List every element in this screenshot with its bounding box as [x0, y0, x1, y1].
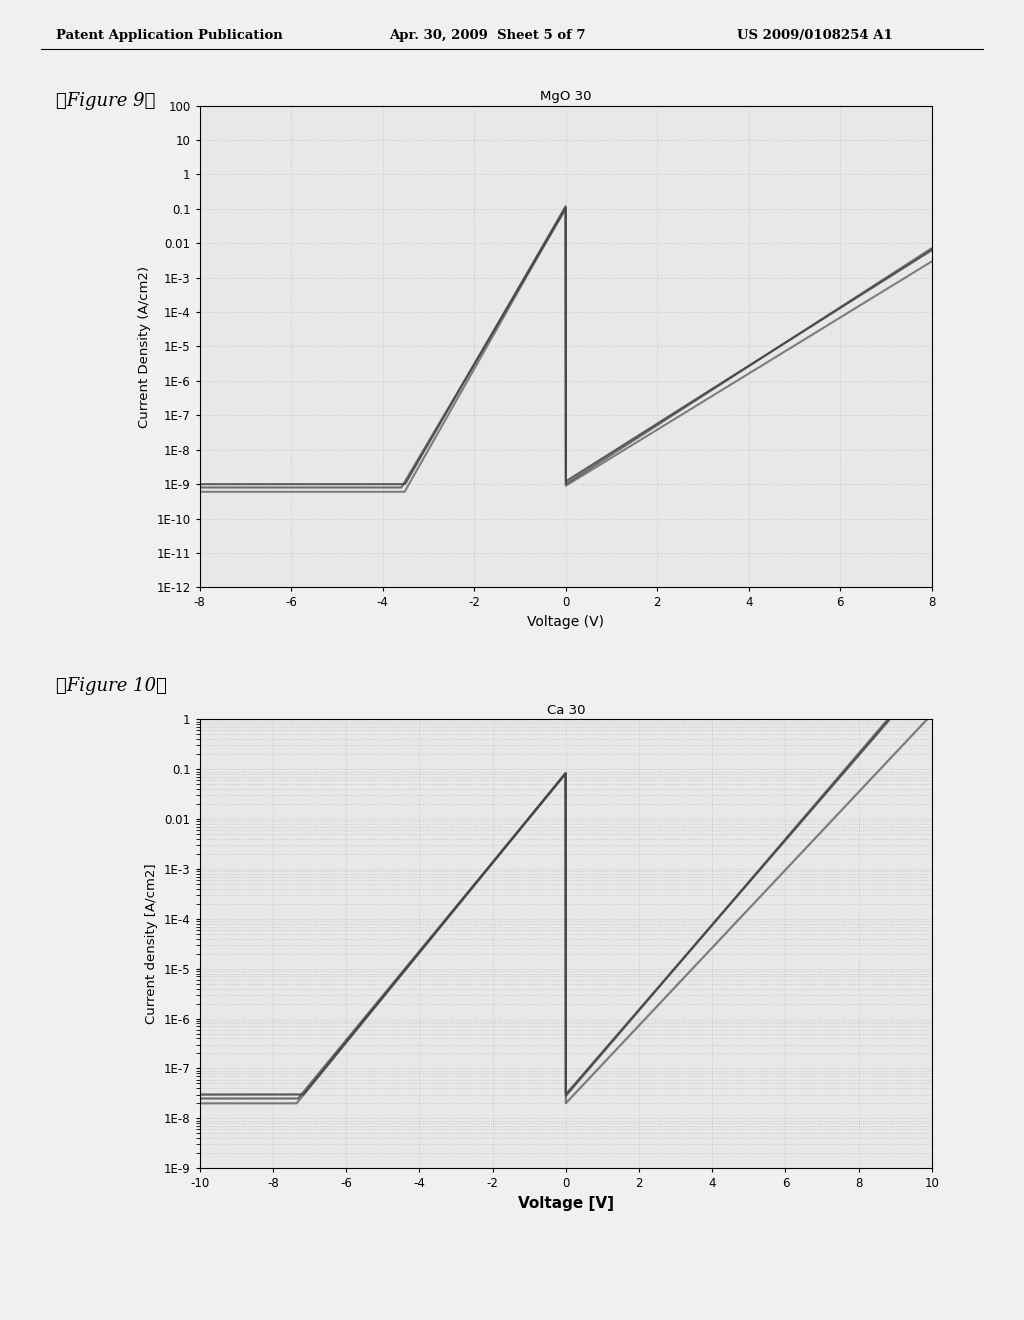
Title: MgO 30: MgO 30	[540, 90, 592, 103]
Text: Apr. 30, 2009  Sheet 5 of 7: Apr. 30, 2009 Sheet 5 of 7	[389, 29, 586, 42]
Text: Patent Application Publication: Patent Application Publication	[56, 29, 283, 42]
Title: Ca 30: Ca 30	[547, 704, 585, 717]
Text: US 2009/0108254 A1: US 2009/0108254 A1	[737, 29, 893, 42]
Y-axis label: Current Density (A/cm2): Current Density (A/cm2)	[138, 265, 151, 428]
Text: 』Figure 9】: 』Figure 9】	[56, 92, 156, 111]
X-axis label: Voltage (V): Voltage (V)	[527, 615, 604, 630]
X-axis label: Voltage [V]: Voltage [V]	[518, 1196, 613, 1210]
Text: 』Figure 10】: 』Figure 10】	[56, 677, 167, 696]
Y-axis label: Current density [A/cm2]: Current density [A/cm2]	[145, 863, 159, 1024]
